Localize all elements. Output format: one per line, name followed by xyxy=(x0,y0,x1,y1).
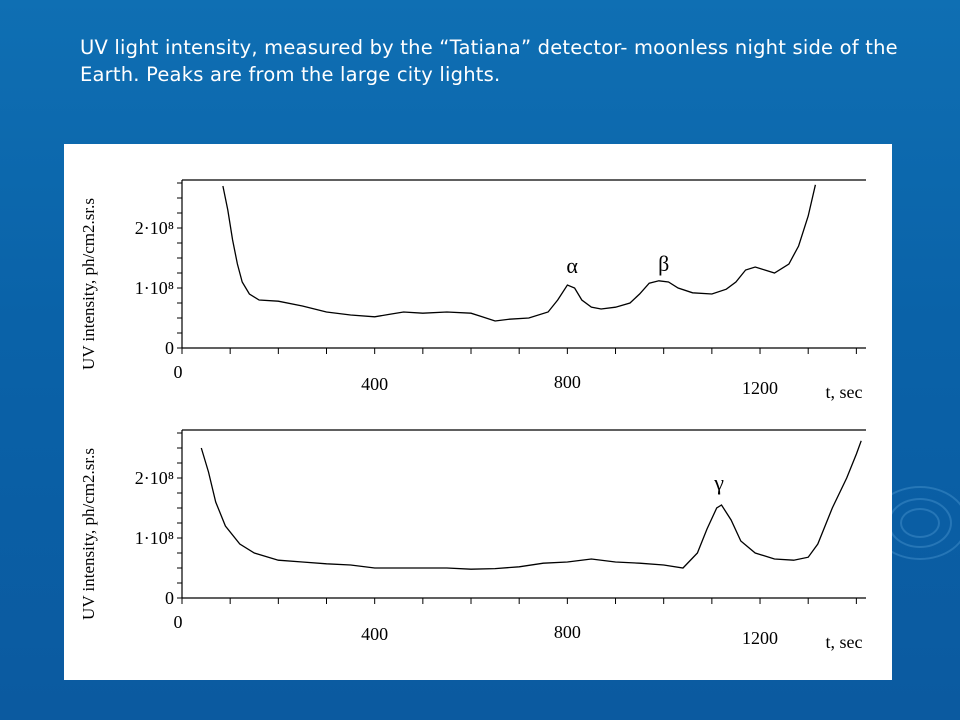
figure-panel: 0 400 800 1200 t, sec 0 1·10⁸ 2·10⁸ UV intensity… xyxy=(64,144,892,680)
x-tick-label: 800 xyxy=(554,372,581,392)
x-tick-label: 1200 xyxy=(742,378,778,398)
y-axis-label: UV intensity, ph/cm2.sr.s xyxy=(79,198,98,370)
uv-intensity-series-line xyxy=(222,184,817,322)
y-tick-label: 1·10⁸ xyxy=(135,528,174,548)
x-tick-label: 0 xyxy=(174,612,183,632)
x-tick-label: 400 xyxy=(361,624,388,644)
peak-annotation: α xyxy=(566,253,578,278)
y-tick-label: 0 xyxy=(165,338,174,358)
y-tick-label: 1·10⁸ xyxy=(135,278,174,298)
y-axis-label: UV intensity, ph/cm2.sr.s xyxy=(79,448,98,620)
y-tick-label: 2·10⁸ xyxy=(135,218,174,238)
uv-intensity-charts: 0 400 800 1200 t, sec 0 1·10⁸ 2·10⁸ UV intensity… xyxy=(79,179,866,652)
x-tick-label: 400 xyxy=(361,374,388,394)
peak-annotation: β xyxy=(658,251,669,276)
x-axis-label: t, sec xyxy=(826,632,863,652)
x-tick-label: 0 xyxy=(174,362,183,382)
slide-title: UV light intensity, measured by the “Tat… xyxy=(80,36,898,86)
x-tick-label: 800 xyxy=(554,622,581,642)
x-tick-label: 1200 xyxy=(742,628,778,648)
y-tick-label: 2·10⁸ xyxy=(135,468,174,488)
uv-intensity-series-line xyxy=(200,440,862,570)
y-tick-label: 0 xyxy=(165,588,174,608)
x-axis-label: t, sec xyxy=(826,382,863,402)
peak-annotation: γ xyxy=(713,470,724,495)
ripple-decoration xyxy=(900,508,940,538)
